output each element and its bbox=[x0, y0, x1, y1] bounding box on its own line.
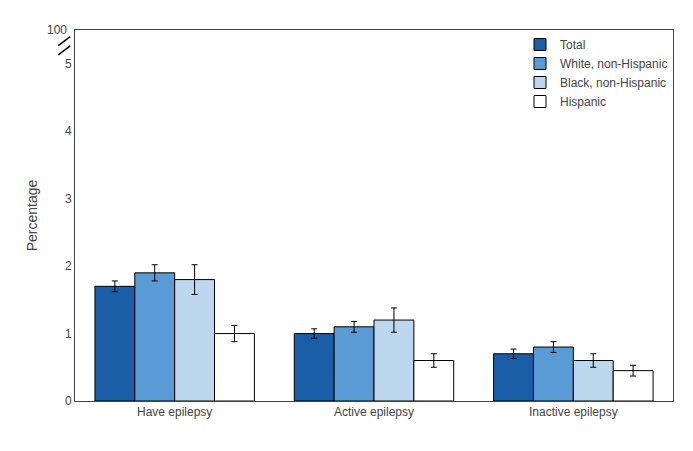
svg-text:0: 0 bbox=[65, 394, 72, 408]
svg-text:Total: Total bbox=[560, 38, 585, 52]
svg-text:Black, non-Hispanic: Black, non-Hispanic bbox=[560, 76, 666, 90]
svg-text:Have epilepsy: Have epilepsy bbox=[137, 405, 212, 419]
svg-text:3: 3 bbox=[65, 192, 72, 206]
svg-text:White, non-Hispanic: White, non-Hispanic bbox=[560, 57, 667, 71]
svg-text:2: 2 bbox=[65, 259, 72, 273]
svg-text:4: 4 bbox=[65, 124, 72, 138]
svg-text:5: 5 bbox=[65, 57, 72, 71]
svg-text:Inactive epilepsy: Inactive epilepsy bbox=[529, 405, 618, 419]
svg-text:Active epilepsy: Active epilepsy bbox=[334, 405, 414, 419]
svg-text:100: 100 bbox=[47, 23, 67, 37]
svg-text:Percentage: Percentage bbox=[24, 179, 40, 251]
svg-text:Hispanic: Hispanic bbox=[560, 95, 606, 109]
svg-text:1: 1 bbox=[65, 327, 72, 341]
